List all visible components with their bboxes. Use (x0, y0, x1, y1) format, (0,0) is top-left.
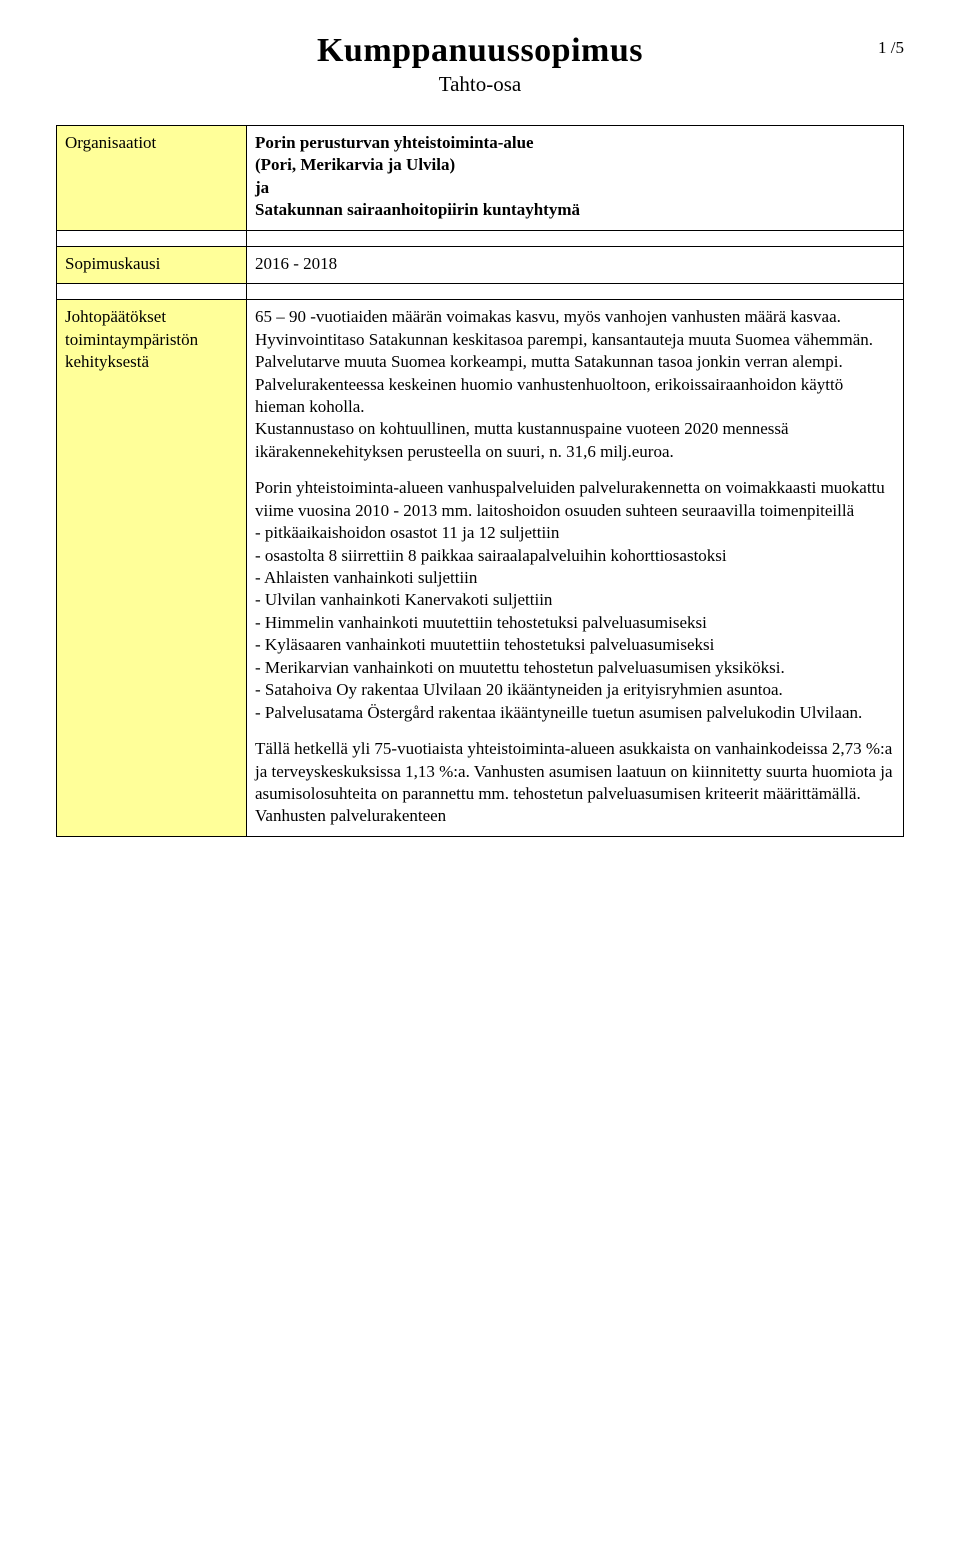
conclusion-p2: Hyvinvointitaso Satakunnan keskitasoa pa… (255, 329, 895, 351)
org-line-4-text: Satakunnan sairaanhoitopiirin kuntayhtym… (255, 200, 580, 219)
row-organisations: Organisaatiot Porin perusturvan yhteisto… (57, 126, 904, 231)
conclusion-p4: Palvelurakenteessa keskeinen huomio vanh… (255, 374, 895, 419)
label-conclusions-line1: Johtopäätökset (65, 307, 166, 326)
org-line-2: (Pori, Merikarvia ja Ulvila) (255, 154, 895, 176)
spacer-row-1 (57, 230, 904, 246)
org-line-1: Porin perusturvan yhteistoiminta-alue (255, 132, 895, 154)
org-line-3-text: ja (255, 178, 269, 197)
org-line-2-text: (Pori, Merikarvia ja Ulvila) (255, 155, 455, 174)
content-period: 2016 - 2018 (247, 246, 904, 283)
org-line-1-text: Porin perusturvan yhteistoiminta-alue (255, 133, 534, 152)
document-title: Kumppanuussopimus (56, 32, 904, 70)
org-line-3: ja (255, 177, 895, 199)
org-line-4: Satakunnan sairaanhoitopiirin kuntayhtym… (255, 199, 895, 221)
conclusion-bullet-9: - Palvelusatama Östergård rakentaa ikään… (255, 702, 895, 724)
conclusion-p3: Palvelutarve muuta Suomea korkeampi, mut… (255, 351, 895, 373)
conclusion-p5: Kustannustaso on kohtuullinen, mutta kus… (255, 418, 895, 463)
conclusion-bullet-6: - Kyläsaaren vanhainkoti muutettiin teho… (255, 634, 895, 656)
label-conclusions-line3: kehityksestä (65, 352, 149, 371)
content-organisations: Porin perusturvan yhteistoiminta-alue (P… (247, 126, 904, 231)
conclusion-p7: Tällä hetkellä yli 75-vuotiaista yhteist… (255, 738, 895, 828)
content-conclusions: 65 – 90 -vuotiaiden määrän voimakas kasv… (247, 300, 904, 837)
document-header: Kumppanuussopimus 1 /5 Tahto-osa (56, 32, 904, 97)
row-conclusions: Johtopäätökset toimintaympäristön kehity… (57, 300, 904, 837)
label-conclusions-line2: toimintaympäristön (65, 330, 198, 349)
label-period: Sopimuskausi (57, 246, 247, 283)
conclusion-p6-intro: Porin yhteistoiminta-alueen vanhuspalvel… (255, 477, 895, 522)
conclusion-bullet-8: - Satahoiva Oy rakentaa Ulvilaan 20 ikää… (255, 679, 895, 701)
conclusion-bullet-7: - Merikarvian vanhainkoti on muutettu te… (255, 657, 895, 679)
conclusion-bullet-2: - osastolta 8 siirrettiin 8 paikkaa sair… (255, 545, 895, 567)
spacer-row-2 (57, 284, 904, 300)
label-organisations: Organisaatiot (57, 126, 247, 231)
label-conclusions: Johtopäätökset toimintaympäristön kehity… (57, 300, 247, 837)
conclusion-p1: 65 – 90 -vuotiaiden määrän voimakas kasv… (255, 306, 895, 328)
document-table: Organisaatiot Porin perusturvan yhteisto… (56, 125, 904, 837)
conclusion-bullet-3: - Ahlaisten vanhainkoti suljettiin (255, 567, 895, 589)
row-period: Sopimuskausi 2016 - 2018 (57, 246, 904, 283)
conclusion-bullet-5: - Himmelin vanhainkoti muutettiin tehost… (255, 612, 895, 634)
conclusion-bullet-1: - pitkäaikaishoidon osastot 11 ja 12 sul… (255, 522, 895, 544)
document-subtitle: Tahto-osa (56, 72, 904, 97)
page-number: 1 /5 (878, 38, 904, 58)
conclusion-bullet-4: - Ulvilan vanhainkoti Kanervakoti suljet… (255, 589, 895, 611)
